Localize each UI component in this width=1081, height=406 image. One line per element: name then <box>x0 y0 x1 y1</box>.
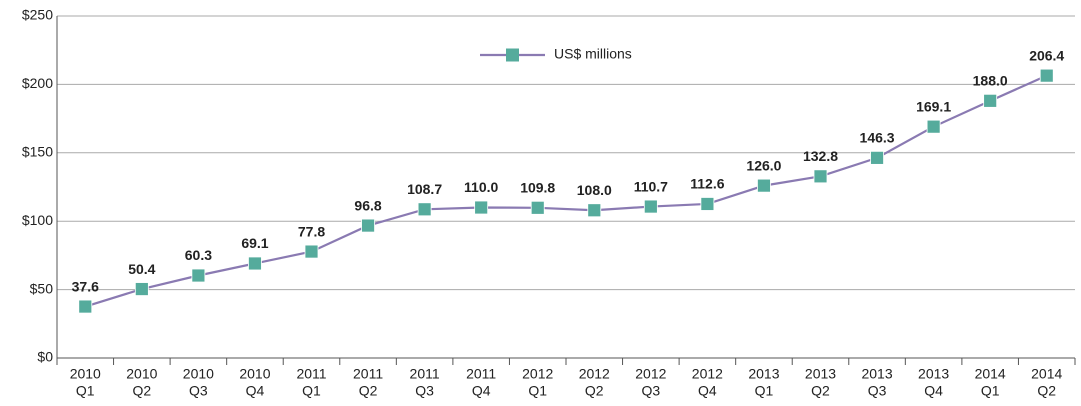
marker <box>1039 68 1054 83</box>
marker <box>700 197 715 211</box>
x-tick-label: Q3 <box>415 383 434 399</box>
x-tick-label: 2010 <box>239 366 270 382</box>
data-label: 69.1 <box>241 235 268 251</box>
y-tick-label: $100 <box>22 212 53 228</box>
marker <box>304 244 319 259</box>
x-tick-label: 2011 <box>353 366 383 382</box>
marker <box>191 268 206 283</box>
data-label: 96.8 <box>354 197 381 213</box>
marker <box>78 299 93 314</box>
x-tick-label: Q3 <box>641 383 660 399</box>
x-tick-label: Q2 <box>585 383 604 399</box>
marker <box>474 200 489 215</box>
marker <box>134 282 149 296</box>
data-label: 108.0 <box>577 182 612 198</box>
x-tick-label: 2013 <box>861 366 892 382</box>
marker <box>926 119 941 134</box>
x-tick-label: Q2 <box>1037 383 1056 399</box>
data-label: 206.4 <box>1029 47 1064 63</box>
x-tick-label: Q1 <box>528 383 547 399</box>
marker <box>248 256 262 271</box>
marker <box>417 202 432 217</box>
x-tick-label: 2012 <box>635 366 666 382</box>
x-tick-label: Q1 <box>981 383 1000 399</box>
data-label: 169.1 <box>916 98 951 114</box>
data-label: 146.3 <box>860 130 895 146</box>
series-line <box>84 74 1048 308</box>
x-tick-label: Q1 <box>755 383 774 399</box>
x-tick-label: Q3 <box>868 383 887 399</box>
x-tick-label: 2011 <box>410 366 440 382</box>
data-label: 112.6 <box>690 176 724 192</box>
legend-marker <box>506 48 519 62</box>
marker <box>757 178 771 193</box>
x-tick-label: Q2 <box>359 383 378 399</box>
x-tick-label: Q4 <box>698 383 717 399</box>
x-tick-label: 2011 <box>466 366 496 382</box>
x-tick-label: Q2 <box>132 383 151 399</box>
y-tick-label: $150 <box>22 144 53 160</box>
x-tick-label: 2014 <box>975 366 1006 382</box>
marker <box>587 203 602 218</box>
x-tick-label: 2012 <box>579 366 610 382</box>
marker <box>530 200 545 215</box>
marker <box>870 150 884 165</box>
data-label: 77.8 <box>298 223 325 239</box>
data-label: 126.0 <box>746 157 781 173</box>
data-label: 108.7 <box>407 181 442 197</box>
x-tick-label: 2013 <box>918 366 949 382</box>
x-tick-label: Q3 <box>189 383 208 399</box>
data-label: 50.4 <box>128 261 155 277</box>
x-tick-label: Q4 <box>246 383 265 399</box>
y-tick-label: $0 <box>37 349 53 365</box>
data-label: 188.0 <box>973 73 1008 89</box>
x-tick-label: 2013 <box>748 366 779 382</box>
marker <box>361 218 375 233</box>
data-label: 110.7 <box>634 178 668 194</box>
y-tick-label: $50 <box>30 280 54 296</box>
y-tick-label: $200 <box>22 75 53 91</box>
x-tick-label: 2010 <box>126 366 157 382</box>
marker <box>643 199 658 214</box>
data-label: 110.0 <box>464 179 498 195</box>
marker <box>983 93 998 108</box>
data-label: 132.8 <box>803 148 838 164</box>
marker <box>813 169 828 184</box>
x-tick-label: 2012 <box>522 366 553 382</box>
legend-label: US$ millions <box>554 46 632 62</box>
x-tick-label: Q1 <box>76 383 95 399</box>
data-label: 60.3 <box>185 247 212 263</box>
data-label: 37.6 <box>72 278 99 294</box>
x-tick-label: 2014 <box>1031 366 1062 382</box>
x-tick-label: Q2 <box>811 383 830 399</box>
x-tick-label: Q1 <box>302 383 321 399</box>
x-tick-label: 2013 <box>805 366 836 382</box>
x-tick-label: Q4 <box>472 383 491 399</box>
x-tick-label: 2011 <box>296 366 326 382</box>
y-tick-label: $250 <box>22 7 53 23</box>
data-label: 109.8 <box>520 179 555 195</box>
x-tick-label: 2010 <box>70 366 101 382</box>
x-tick-label: 2010 <box>183 366 214 382</box>
x-tick-label: Q4 <box>924 383 943 399</box>
x-tick-label: 2012 <box>692 366 723 382</box>
